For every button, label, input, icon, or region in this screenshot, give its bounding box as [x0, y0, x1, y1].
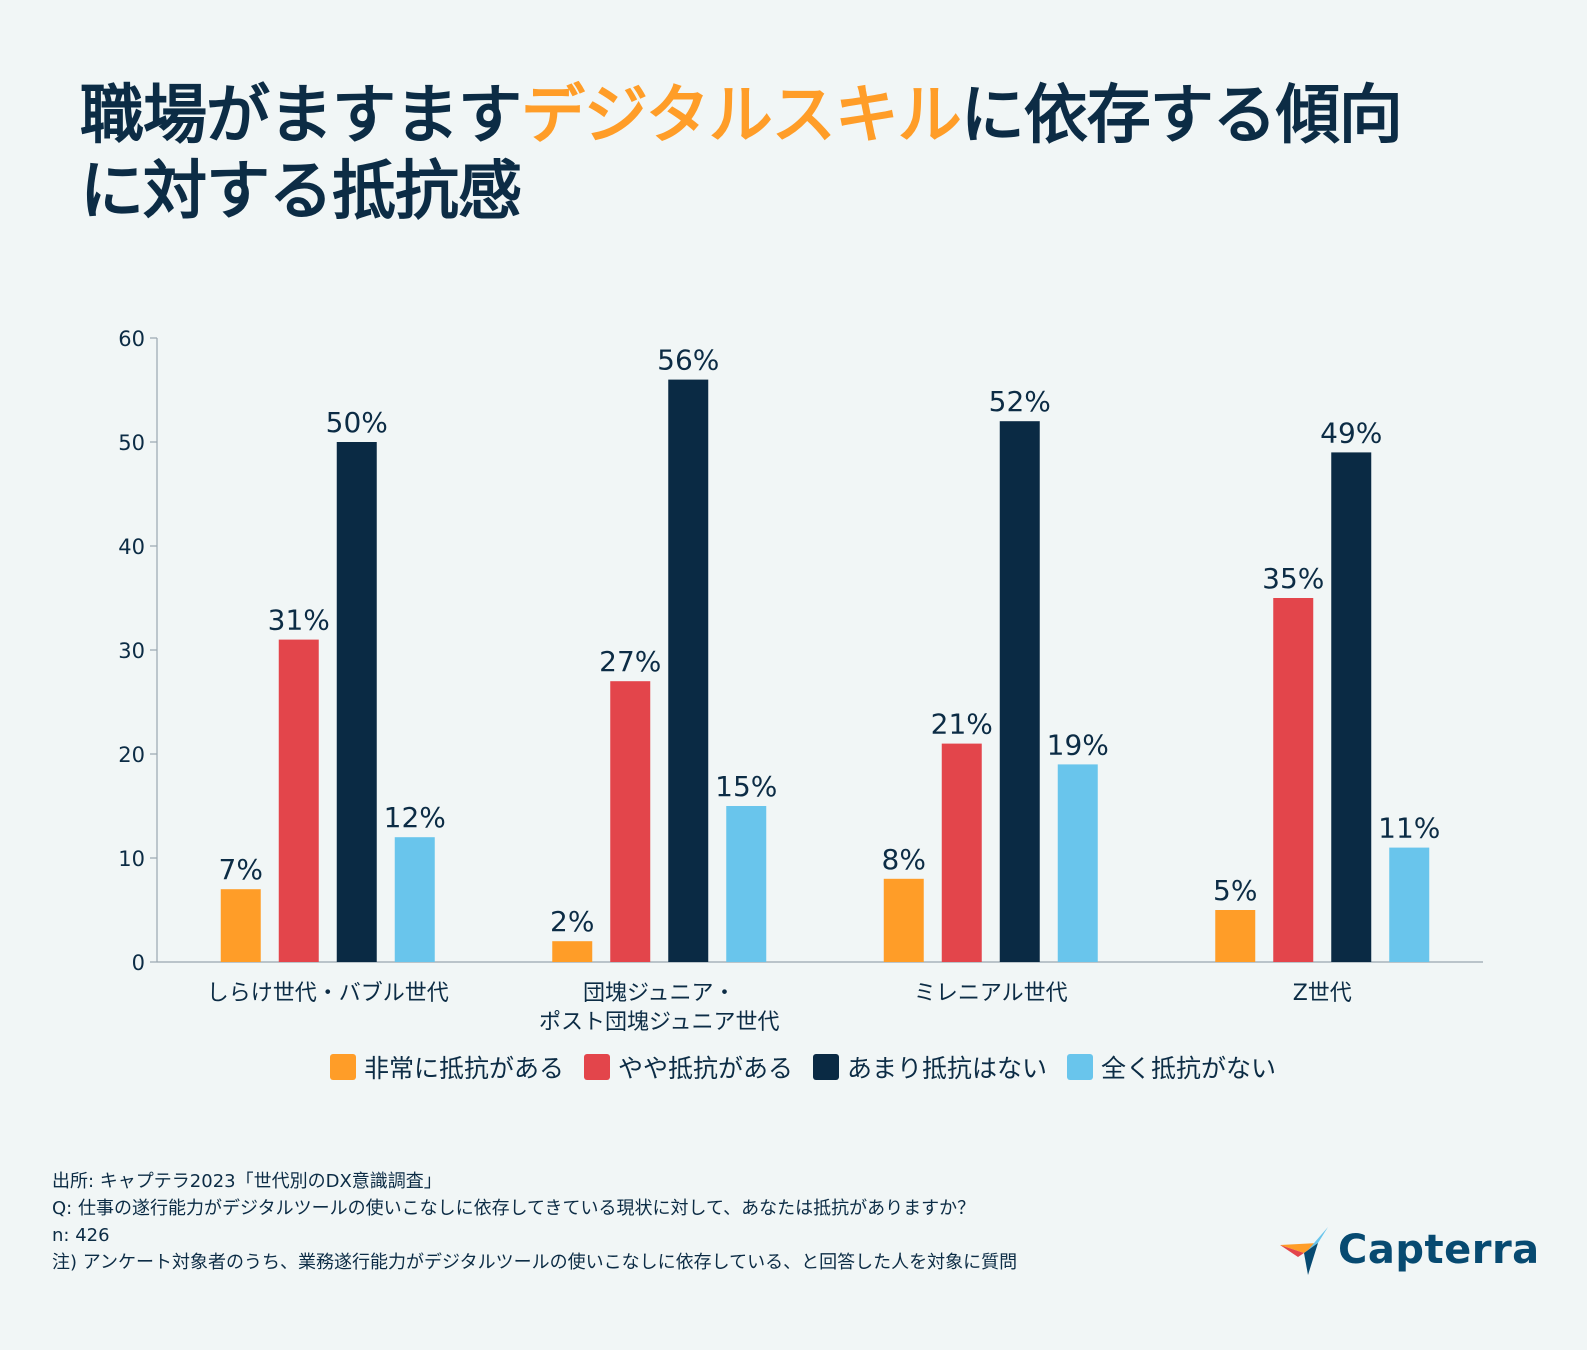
bar: [1273, 598, 1314, 962]
bar-value-label: 15%: [715, 770, 777, 803]
y-tick-label: 40: [118, 535, 145, 559]
legend-label: あまり抵抗はない: [847, 1054, 1048, 1083]
chart-title: 職場がますますデジタルスキルに依存する傾向 に対する抵抗感: [80, 78, 1520, 230]
legend-swatch: [330, 1054, 356, 1080]
bar-value-label: 7%: [219, 853, 263, 886]
bar: [1331, 452, 1372, 962]
bar: [552, 941, 593, 962]
title-part-1: 職場がますます: [80, 79, 522, 153]
bar-value-label: 31%: [268, 604, 330, 637]
bar-value-label: 12%: [384, 801, 446, 834]
footer-notes: 出所: キャプテラ2023「世代別のDX意識調査」 Q: 仕事の遂行能力がデジタ…: [52, 1168, 1252, 1276]
bar-value-label: 35%: [1262, 562, 1324, 595]
legend-swatch: [584, 1054, 611, 1080]
y-tick-label: 60: [118, 327, 145, 351]
bar-value-label: 27%: [599, 645, 661, 678]
bar: [610, 681, 651, 962]
category-label: 団塊ジュニア・: [583, 981, 735, 1006]
bar: [941, 743, 982, 962]
bar-value-label: 2%: [550, 905, 594, 938]
bar: [336, 442, 377, 962]
title-highlight: デジタルスキル: [521, 79, 962, 153]
category-label: Z世代: [1293, 981, 1352, 1006]
y-tick-label: 0: [132, 951, 145, 975]
legend-item: 全く抵抗がない: [1067, 1049, 1276, 1085]
bar: [883, 878, 924, 962]
bar-value-label: 49%: [1320, 416, 1382, 449]
bar: [278, 639, 319, 962]
bar-value-label: 52%: [989, 385, 1051, 418]
logo-text: Capterra: [1338, 1227, 1540, 1273]
bar-value-label: 11%: [1378, 812, 1440, 845]
capterra-logo: Capterra: [1278, 1225, 1540, 1275]
legend-swatch: [813, 1054, 840, 1080]
bar: [1057, 764, 1098, 962]
legend-label: 非常に抵抗がある: [364, 1054, 565, 1083]
bar-value-label: 8%: [882, 843, 926, 876]
survey-note: 注) アンケート対象者のうち、業務遂行能力がデジタルツールの使いこなしに依存して…: [52, 1252, 1018, 1273]
bar: [1215, 910, 1256, 962]
title-part-2: に依存する傾向: [960, 79, 1403, 153]
y-tick-label: 10: [118, 847, 145, 871]
bar-value-label: 21%: [931, 708, 993, 741]
bar-value-label: 56%: [657, 344, 719, 377]
y-axis: 0 10 20 30 40 50 60: [118, 327, 1483, 975]
y-tick-label: 30: [118, 639, 145, 663]
legend-swatch: [1067, 1054, 1094, 1080]
bar: [999, 421, 1040, 962]
bar: [1389, 847, 1430, 962]
y-tick-label: 50: [118, 431, 145, 455]
category-label: しらけ世代・バブル世代: [207, 981, 449, 1006]
bar-value-label: 50%: [326, 406, 388, 439]
legend-label: やや抵抗がある: [618, 1054, 794, 1083]
bar: [394, 837, 435, 962]
x-axis-labels: しらけ世代・バブル世代 団塊ジュニア・ポスト団塊ジュニア世代 ミレニアル世代 Z世代: [207, 981, 1352, 1035]
legend-item: あまり抵抗はない: [813, 1049, 1047, 1085]
title-line-1: 職場がますますデジタルスキルに依存する傾向: [80, 78, 1520, 154]
title-line-2: に対する抵抗感: [80, 155, 522, 229]
category-label: ポスト団塊ジュニア世代: [539, 1010, 779, 1035]
bar-value-label: 19%: [1047, 728, 1109, 761]
bar-labels: 7% 31% 50% 12% 2% 27% 56% 15% 8% 21% 52% 19% 5% 35% 49…: [219, 344, 1441, 939]
bar: [726, 806, 767, 962]
y-tick-label: 20: [118, 743, 145, 767]
category-label: ミレニアル世代: [914, 981, 1068, 1006]
bar: [220, 889, 261, 962]
bar: [668, 379, 709, 963]
question-note: Q: 仕事の遂行能力がデジタルツールの使いこなしに依存してきている現状に対して、…: [52, 1198, 976, 1219]
capterra-arrow-icon: [1280, 1227, 1328, 1275]
bar-chart: 0 10 20 30 40 50 60 7% 31% 50% 12% 2% 27% 56% 15% 8% 21…: [118, 327, 1483, 1035]
bars: [220, 379, 1430, 963]
legend-label: 全く抵抗がない: [1101, 1054, 1277, 1083]
legend-item: 非常に抵抗がある: [330, 1049, 564, 1085]
source-note: 出所: キャプテラ2023「世代別のDX意識調査」: [52, 1171, 442, 1192]
sample-size: n: 426: [52, 1225, 110, 1246]
legend-item: やや抵抗がある: [584, 1049, 793, 1085]
legend: 非常に抵抗がある やや抵抗がある あまり抵抗はない 全く抵抗がない: [330, 1050, 1276, 1084]
bar-value-label: 5%: [1213, 874, 1257, 907]
